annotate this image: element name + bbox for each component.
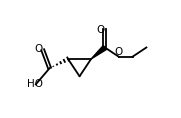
Polygon shape [91,46,107,59]
Text: O: O [97,25,105,35]
Text: O: O [35,44,43,54]
Text: O: O [115,46,123,57]
Text: HO: HO [27,79,43,89]
